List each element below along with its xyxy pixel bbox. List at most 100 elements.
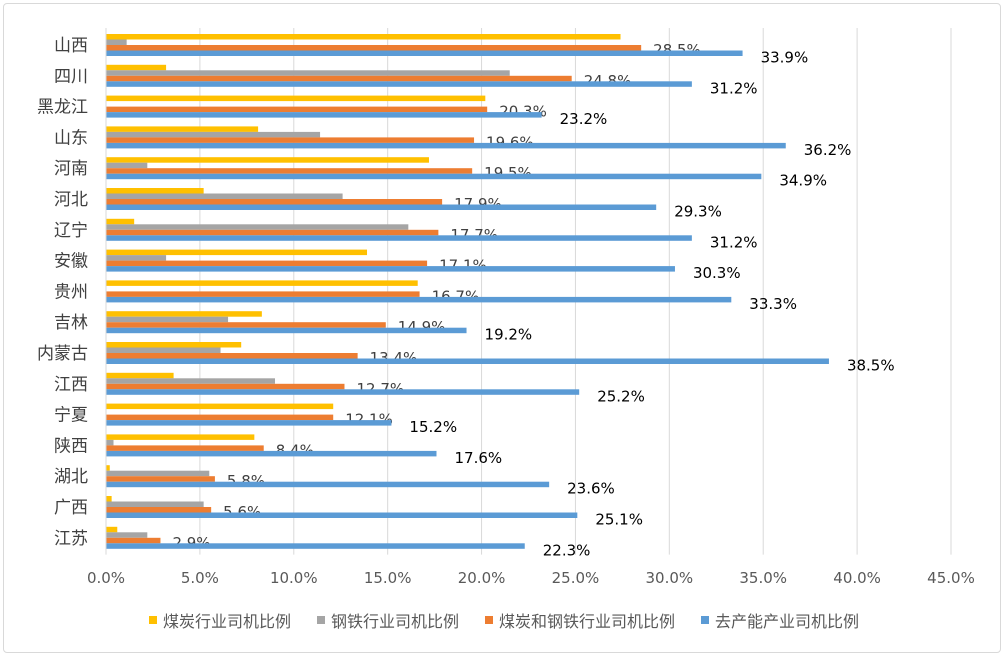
legend: 煤炭行业司机比例 钢铁行业司机比例 煤炭和钢铁行业司机比例 去产能产业司机比例 [0,608,1008,632]
bar-2 [106,193,343,199]
bar-3 [106,168,473,174]
bar-4 [106,327,467,334]
x-tick-label: 40.0% [833,569,881,587]
data-label: 30.3% [693,264,741,282]
y-category-label: 陕西 [54,436,88,456]
bar-4 [106,389,580,395]
bar-2 [106,255,167,261]
data-label: 34.9% [779,172,827,190]
legend-label: 钢铁行业司机比例 [330,612,459,631]
data-label: 33.9% [761,49,809,67]
bar-4 [106,142,786,149]
y-category-label: 四川 [54,67,88,87]
bar-3 [106,353,358,359]
y-category-label: 内蒙古 [37,344,88,364]
data-label: 28.5% [653,41,701,59]
bar-2 [106,347,221,353]
data-label: 5.8% [227,472,265,490]
bar-1 [106,157,429,163]
x-tick-label: 5.0% [181,569,219,587]
bar-2 [106,378,275,384]
x-tick-label: 45.0% [927,569,975,587]
bar-4 [106,512,578,518]
y-category-label: 山东 [54,128,88,148]
bar-3 [106,507,212,513]
bar-1 [106,311,262,317]
legend-item: 煤炭行业司机比例 [148,608,291,632]
data-label: 33.3% [749,295,797,313]
data-label: 36.2% [804,141,852,159]
y-category-label: 湖北 [54,467,88,487]
bar-4 [106,50,743,56]
bar-1 [106,126,259,132]
bar-3 [106,137,475,143]
data-label: 17.6% [454,449,502,467]
bar-4 [106,296,732,303]
legend-item: 煤炭和钢铁行业司机比例 [485,608,675,632]
legend-label: 煤炭行业司机比例 [162,612,291,631]
y-category-label: 黑龙江 [37,98,88,118]
bar-2 [106,224,409,230]
data-label: 12.7% [356,380,404,398]
bar-1 [106,342,242,348]
bar-4 [106,266,675,272]
bar-3 [106,260,428,267]
legend-label: 煤炭和钢铁行业司机比例 [499,612,676,631]
bar-4 [106,420,392,426]
bar-4 [106,358,829,364]
y-category-label: 宁夏 [54,406,88,426]
bar-1 [106,465,110,471]
bar-3 [106,537,161,544]
bar-3 [106,45,642,51]
y-category-label: 安徽 [54,252,88,272]
data-label: 31.2% [710,233,758,251]
bar-3 [106,383,345,390]
y-category-label: 河南 [54,159,88,179]
y-category-label: 江西 [54,375,88,395]
bar-1 [106,95,486,102]
legend-item: 去产能产业司机比例 [701,608,859,632]
data-label: 29.3% [674,203,722,221]
bar-4 [106,543,525,549]
bar-1 [106,526,118,533]
data-label: 19.5% [484,164,532,182]
data-label: 38.5% [847,357,895,375]
data-label: 17.1% [439,257,487,275]
bar-3 [106,199,443,205]
bar-2 [106,532,148,538]
bar-2 [106,162,148,169]
y-category-label: 广西 [54,498,88,518]
bar-4 [106,173,762,180]
bar-4 [106,450,437,457]
y-category-label: 江苏 [54,529,88,549]
bar-1 [106,188,204,194]
x-tick-label: 35.0% [739,569,787,587]
bar-3 [106,106,488,113]
x-tick-label: 10.0% [270,569,318,587]
data-label: 2.9% [172,534,210,552]
bar-1 [106,280,418,286]
bar-2 [106,470,210,477]
x-tick-label: 0.0% [87,569,125,587]
legend-label: 去产能产业司机比例 [715,612,860,631]
data-label: 13.4% [370,349,418,367]
bar-2 [106,316,229,323]
x-tick-label: 25.0% [552,569,600,587]
data-label: 14.9% [398,318,446,336]
data-label: 22.3% [543,541,591,559]
bar-3 [106,229,439,236]
legend-item: 钢铁行业司机比例 [316,608,459,632]
bar-4 [106,81,692,87]
data-label: 20.3% [499,103,547,121]
data-label: 16.7% [432,287,480,305]
bar-2 [106,439,114,446]
x-tick-label: 20.0% [458,569,506,587]
bar-2 [106,131,321,138]
bar-1 [106,372,174,379]
data-label: 31.2% [710,79,758,97]
bar-4 [106,481,550,488]
bar-3 [106,322,386,328]
chart-frame [3,3,1001,653]
bar-3 [106,445,264,451]
data-label: 15.2% [409,418,457,436]
